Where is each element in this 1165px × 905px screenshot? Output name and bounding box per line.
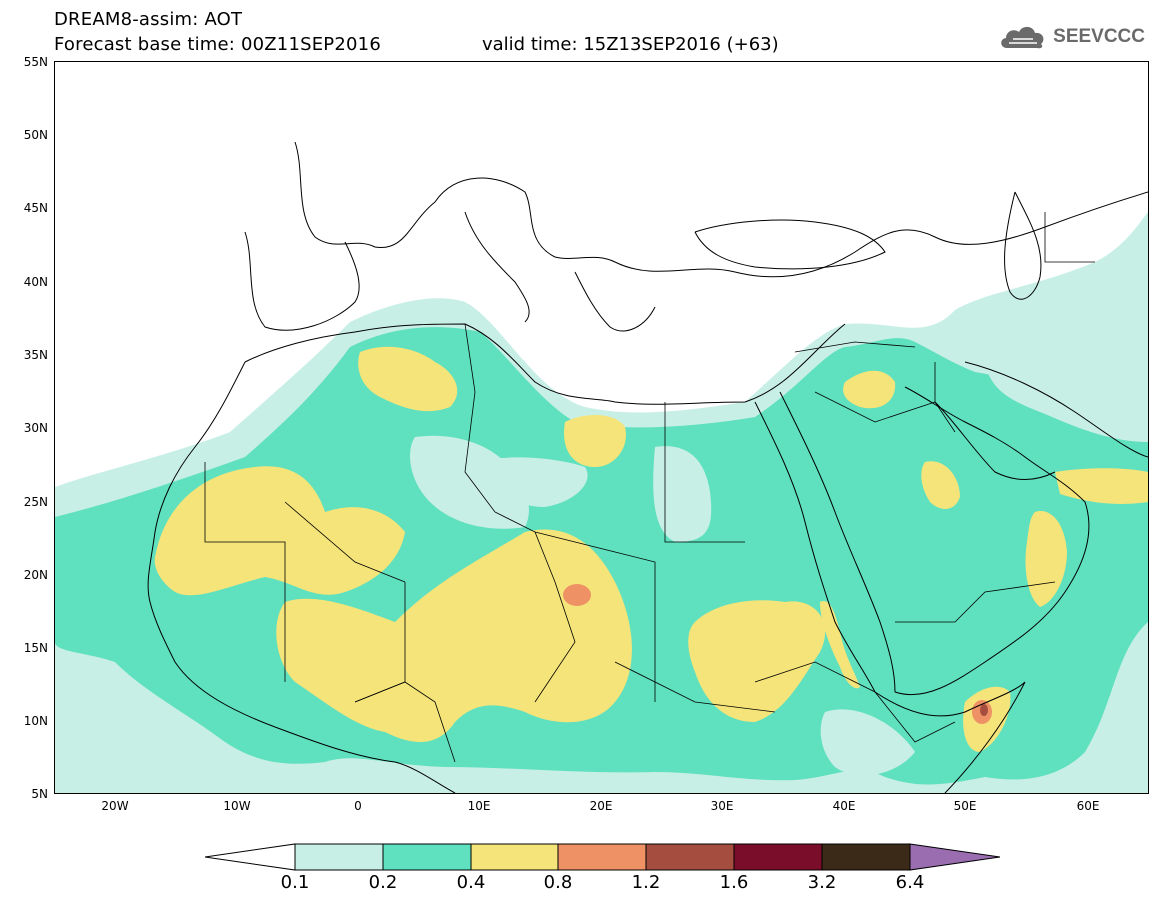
border-sudan-southsudan	[614, 661, 776, 713]
aot-region-0-1-northeast	[955, 252, 1148, 369]
coastline-arabia	[894, 386, 1090, 696]
lon-tick: 30E	[710, 799, 734, 813]
chart-title: DREAM8-assim: AOT	[54, 9, 243, 30]
colorbar	[205, 843, 1000, 871]
aot-region-low-arabia	[985, 362, 1148, 442]
cloud-icon	[1001, 26, 1044, 49]
coastline-greece	[574, 271, 656, 332]
coastline-gulf-of-guinea	[394, 761, 456, 793]
coastline-horn-of-africa	[874, 681, 1026, 793]
colorbar-segment-below	[205, 843, 296, 871]
coastline-west-africa	[147, 361, 396, 763]
coastline-iberia	[244, 231, 360, 331]
border-iraq-iran	[934, 362, 956, 433]
aot-region-0-4-libya	[564, 415, 626, 467]
coastline-persian-gulf	[934, 401, 1056, 480]
lon-tick: 50E	[953, 799, 977, 813]
aot-region-1-2-somalia	[980, 704, 988, 716]
coastline-red-sea-west	[754, 401, 876, 693]
border-saudi-iraq	[814, 391, 936, 423]
lon-tick: 20E	[589, 799, 613, 813]
lon-tick: 0	[354, 799, 362, 813]
border-mauritania-mali	[204, 462, 286, 682]
aot-region-0-8-chad	[563, 584, 591, 606]
aot-region-0-4-algeria	[358, 346, 458, 412]
border-libya-egypt	[664, 402, 745, 543]
logo-text: SEEVCCC	[1053, 26, 1145, 47]
lat-tick: 5N	[31, 787, 48, 801]
forecast-base-time: Forecast base time: 00Z11SEP2016	[54, 34, 381, 55]
colorbar-segment-0-4	[470, 843, 559, 871]
valid-time: valid time: 15Z13SEP2016 (+63)	[482, 34, 779, 55]
coastline-italy	[464, 211, 530, 323]
border-chad-sudan	[534, 531, 656, 702]
lat-tick: 15N	[23, 641, 48, 655]
colorbar-segment-0-1	[294, 843, 384, 871]
border-ethiopia	[754, 661, 956, 743]
border-algeria-libya	[464, 323, 496, 513]
seevccc-logo: SEEVCCC	[997, 22, 1145, 52]
colorbar-label: 3.2	[807, 872, 837, 893]
colorbar-label: 0.8	[543, 872, 573, 893]
aot-region-0-4-redsea	[820, 601, 860, 689]
aot-region-0-4-sahel-west	[154, 466, 405, 596]
aot-region-0-4-saudi	[921, 461, 960, 509]
lon-tick: 10E	[467, 799, 491, 813]
lat-tick: 25N	[23, 495, 48, 509]
colorbar-segment-3-2	[821, 843, 911, 871]
lon-tick: 60E	[1076, 799, 1100, 813]
lon-tick: 20W	[101, 799, 129, 813]
coastline-caspian	[1004, 191, 1042, 300]
colorbar-label: 0.1	[280, 872, 310, 893]
lat-tick: 30N	[23, 421, 48, 435]
aot-region-0-4-iraq	[843, 370, 896, 409]
aot-region-low-egypt	[653, 446, 712, 542]
coastline-north-africa	[244, 323, 846, 405]
aot-region-0-4-sudan	[688, 600, 826, 722]
colorbar-label: 0.2	[368, 872, 398, 893]
aot-region-0-4-oman	[1025, 511, 1067, 607]
lon-tick: 10W	[223, 799, 251, 813]
border-niger-chad	[494, 511, 576, 703]
lon-tick: 40E	[832, 799, 856, 813]
lat-tick: 10N	[23, 714, 48, 728]
coastline-red-sea-east	[779, 391, 896, 693]
colorbar-label: 0.4	[456, 872, 486, 893]
colorbar-segment-above	[909, 843, 1000, 871]
colorbar-segment-1-2	[645, 843, 735, 871]
coastline-black-sea	[694, 219, 886, 270]
colorbar-label: 1.2	[631, 872, 661, 893]
colorbar-segment-0-2	[382, 843, 472, 871]
border-kazakhstan	[1044, 212, 1095, 263]
border-nigeria	[354, 681, 456, 763]
aot-region-low-eastafrica	[820, 709, 915, 776]
lat-tick: 40N	[23, 275, 48, 289]
lat-tick: 35N	[23, 348, 48, 362]
border-algeria-mali	[284, 501, 406, 583]
colorbar-label: 6.4	[895, 872, 925, 893]
border-turkey-syria	[794, 341, 916, 353]
aot-region-0-4-sahel-central	[276, 529, 632, 742]
lat-tick: 50N	[23, 128, 48, 142]
aot-map	[54, 61, 1149, 794]
lat-tick: 55N	[23, 55, 48, 69]
colorbar-label: 1.6	[719, 872, 749, 893]
aot-region-low-libya	[480, 457, 588, 507]
aot-map-canvas	[55, 141, 1148, 793]
colorbar-segment-1-6	[733, 843, 823, 871]
lat-tick: 20N	[23, 568, 48, 582]
colorbar-segment-0-8	[557, 843, 647, 871]
coastline-iran	[964, 361, 1148, 458]
lat-tick: 45N	[23, 201, 48, 215]
border-saudi-yemen	[895, 581, 1056, 623]
coastline-europe	[294, 141, 1148, 278]
